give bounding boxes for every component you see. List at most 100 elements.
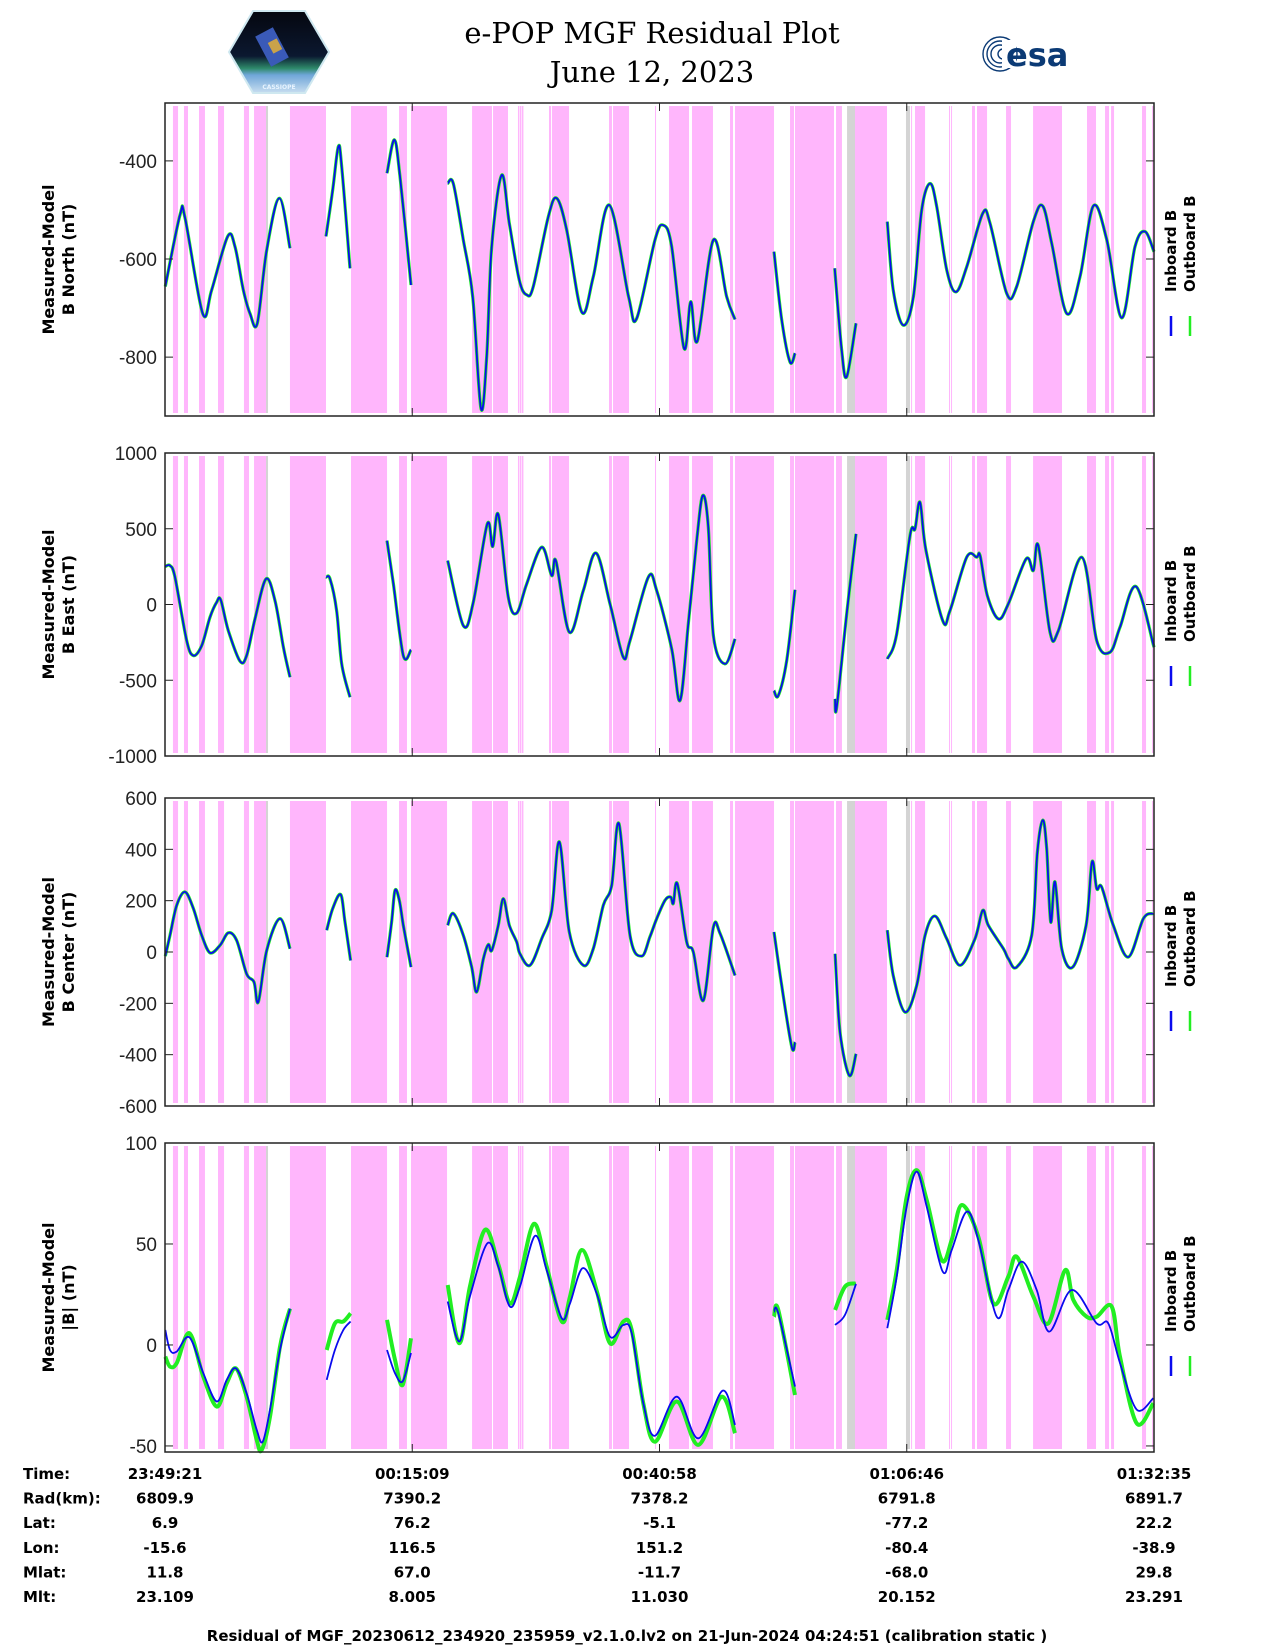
pink-shaded-interval — [1111, 801, 1115, 1103]
y-axis-label-line1: Measured-Model — [39, 184, 58, 334]
ephemeris-row-label: Lat: — [23, 1514, 56, 1532]
gray-shaded-interval — [266, 456, 269, 753]
pink-shaded-interval — [243, 1146, 250, 1449]
y-tick-label: -1000 — [108, 747, 157, 768]
pink-shaded-interval — [949, 801, 951, 1103]
pink-shaded-interval — [855, 801, 888, 1103]
pink-shaded-interval — [654, 456, 657, 753]
inboard-b-line — [446, 822, 736, 1002]
pink-shaded-interval — [1111, 1146, 1115, 1449]
ephemeris-row-label: Mlat: — [23, 1563, 66, 1581]
ephemeris-row: Mlt: 23.109 8.005 11.030 20.152 23.291 — [23, 1588, 1183, 1606]
inboard-b-line — [834, 1283, 857, 1326]
ephemeris-value: 11.8 — [146, 1563, 183, 1581]
y-tick-label: -400 — [119, 1046, 157, 1067]
pink-shaded-interval — [183, 801, 188, 1103]
y-axis-label-line1: Measured-Model — [39, 529, 58, 679]
pink-shaded-interval — [183, 1146, 188, 1449]
pink-shaded-interval — [472, 1146, 492, 1449]
pink-shaded-interval — [183, 456, 188, 753]
pink-shaded-interval — [493, 456, 508, 753]
gray-shaded-interval — [266, 1146, 269, 1449]
pink-shaded-interval — [976, 106, 988, 413]
pink-shaded-interval — [972, 1146, 975, 1449]
pink-shaded-interval — [1111, 106, 1115, 413]
inboard-b-line — [773, 589, 796, 698]
ephemeris-value: 11.030 — [631, 1588, 689, 1606]
pink-shaded-interval — [691, 1146, 713, 1449]
ephemeris-value: -5.1 — [643, 1514, 676, 1532]
pink-shaded-interval — [972, 456, 975, 753]
pink-shaded-interval — [399, 106, 407, 413]
figure-title: e-POP MGF Residual Plot — [464, 16, 840, 50]
pink-shaded-interval — [1087, 801, 1097, 1103]
pink-shaded-interval — [608, 106, 612, 413]
pink-shaded-interval — [243, 801, 250, 1103]
ephemeris-value: 6.9 — [152, 1514, 179, 1532]
shaded-intervals — [172, 106, 1154, 413]
y-tick-label: -400 — [119, 152, 157, 173]
pink-shaded-interval — [608, 1146, 612, 1449]
esa-logo: esa — [982, 36, 1068, 74]
pink-shaded-interval — [976, 801, 988, 1103]
y-tick-label: 100 — [125, 1134, 157, 1155]
legend-label-inboard: Inboard B — [1162, 1250, 1180, 1332]
shaded-intervals — [172, 456, 1154, 753]
y-tick-label: 500 — [125, 520, 157, 541]
panel-2: 1000 500 0 -500 -1000 Measured-Model B East (n… — [39, 444, 1199, 768]
panel-4: 100 50 0 -50 Measured-Model |B| (nT) Inboard B… — [39, 1134, 1199, 1458]
pink-shaded-interval — [613, 456, 630, 753]
pink-shaded-interval — [411, 1146, 448, 1449]
inboard-b-line — [886, 1170, 1154, 1412]
panel-3: 600 400 200 0 -200 -400 -600 Measured-Model B Ce… — [39, 789, 1199, 1118]
pink-shaded-interval — [243, 456, 250, 753]
pink-shaded-interval — [976, 1146, 988, 1449]
gray-shaded-interval — [847, 456, 855, 753]
pink-shaded-interval — [411, 801, 448, 1103]
ephemeris-row: Time: 23:49:21 00:15:09 00:40:58 01:06:46 01:… — [23, 1465, 1191, 1483]
pink-shaded-interval — [289, 801, 326, 1103]
outboard-b-line — [324, 1311, 353, 1351]
ephemeris-value: 6891.7 — [1125, 1490, 1183, 1508]
pink-shaded-interval — [351, 456, 388, 753]
pink-shaded-interval — [855, 456, 888, 753]
legend: Inboard B Outboard B — [1162, 1235, 1199, 1376]
legend-label-inboard: Inboard B — [1162, 210, 1180, 292]
pink-shaded-interval — [654, 801, 657, 1103]
ephemeris-row: Rad(km): 6809.9 7390.2 7378.2 6791.8 6891.7 — [23, 1490, 1183, 1508]
legend: Inboard B Outboard B — [1162, 195, 1199, 336]
pink-shaded-interval — [911, 106, 913, 413]
pink-shaded-interval — [911, 1146, 913, 1449]
pink-shaded-interval — [521, 1146, 524, 1449]
ephemeris-row: Lat: 6.9 76.2 -5.1 -77.2 22.2 — [23, 1514, 1173, 1532]
pink-shaded-interval — [911, 456, 913, 753]
pink-shaded-interval — [254, 1146, 267, 1449]
pink-shaded-interval — [1142, 801, 1147, 1103]
pink-shaded-interval — [855, 1146, 888, 1449]
cassiope-logo: CASSIOPE — [227, 10, 331, 94]
pink-shaded-interval — [735, 106, 775, 413]
ephemeris-value: 29.8 — [1135, 1563, 1172, 1581]
ephemeris-row-label: Time: — [23, 1465, 70, 1483]
pink-shaded-interval — [472, 106, 492, 413]
legend-label-inboard: Inboard B — [1162, 560, 1180, 642]
ephemeris-value: -77.2 — [885, 1514, 928, 1532]
ephemeris-value: 7378.2 — [631, 1490, 689, 1508]
pink-shaded-interval — [351, 106, 388, 413]
y-tick-label: -600 — [119, 250, 157, 271]
pink-shaded-interval — [668, 801, 690, 1103]
pink-shaded-interval — [608, 801, 612, 1103]
pink-shaded-interval — [836, 801, 842, 1103]
inboard-b-line — [164, 197, 291, 328]
inboard-b-line — [164, 1308, 291, 1444]
pink-shaded-interval — [914, 106, 926, 413]
outboard-b-line — [385, 1319, 413, 1388]
pink-shaded-interval — [1033, 106, 1062, 413]
pink-shaded-interval — [351, 801, 388, 1103]
pink-shaded-interval — [790, 801, 795, 1103]
pink-shaded-interval — [289, 1146, 326, 1449]
pink-shaded-interval — [549, 106, 552, 413]
pink-shaded-interval — [914, 456, 926, 753]
